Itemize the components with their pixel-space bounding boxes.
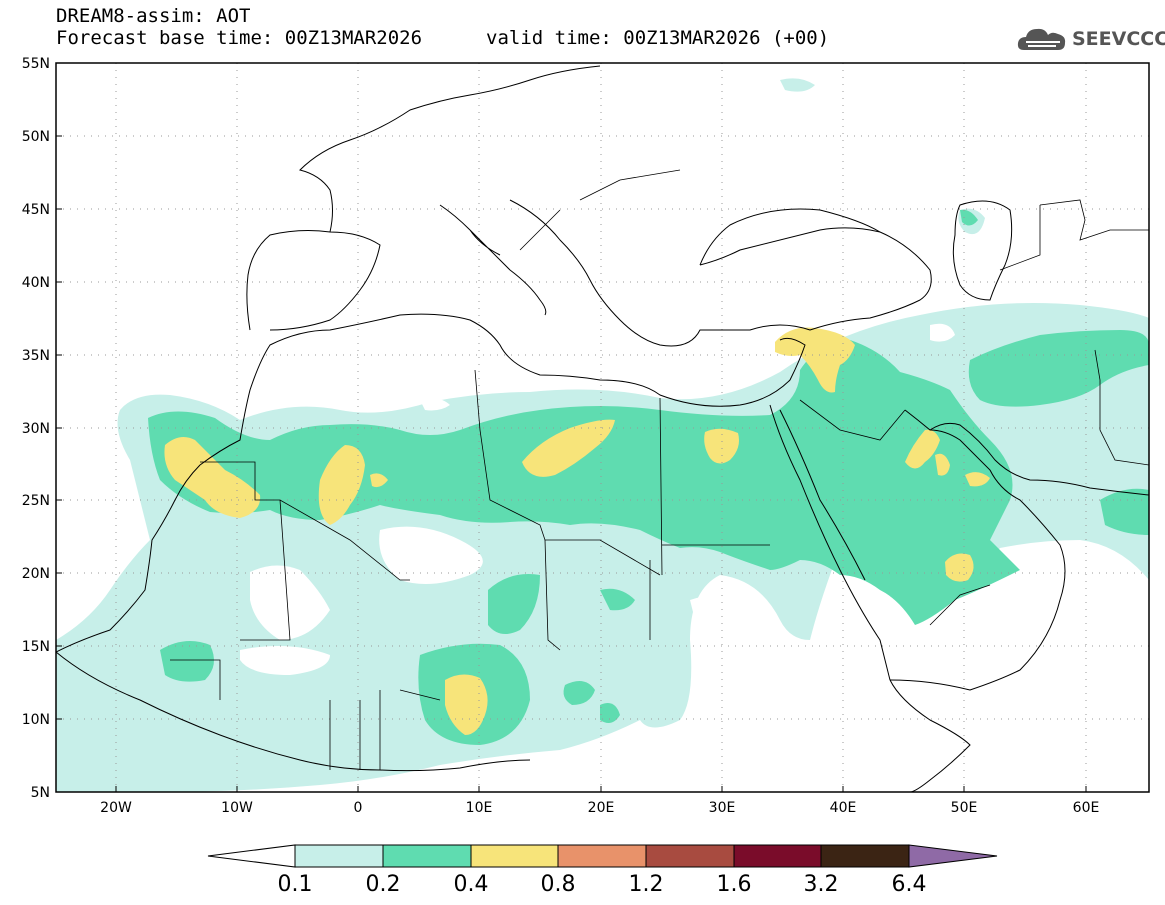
colorbar-labels: 0.1 0.2 0.4 0.8 1.2 1.6 3.2 6.4 bbox=[278, 872, 927, 897]
colorbar-label: 1.6 bbox=[717, 872, 752, 897]
colorbar-label: 1.2 bbox=[629, 872, 664, 897]
lon-label: 50E bbox=[951, 800, 978, 816]
colorbar-label: 0.1 bbox=[278, 872, 313, 897]
seevccc-logo: SEEVCCC bbox=[1016, 24, 1165, 56]
colorbar-swatch bbox=[557, 844, 647, 868]
axis-ticks bbox=[56, 62, 1087, 792]
lat-label: 50N bbox=[22, 129, 50, 145]
colorbar bbox=[207, 844, 998, 868]
lat-label: 55N bbox=[22, 56, 50, 72]
lon-label: 10W bbox=[221, 800, 253, 816]
aot-level-0.4 bbox=[164, 327, 990, 735]
colorbar-label: 0.2 bbox=[366, 872, 401, 897]
colorbar-label: 6.4 bbox=[892, 872, 927, 897]
lon-label: 10E bbox=[466, 800, 493, 816]
country-borders bbox=[170, 169, 1149, 770]
colorbar-label: 3.2 bbox=[804, 872, 839, 897]
longitude-labels: 20W 10W 0 10E 20E 30E 40E 50E 60E bbox=[100, 800, 1099, 816]
lat-label: 15N bbox=[22, 639, 50, 655]
colorbar-low-arrow bbox=[207, 844, 296, 868]
colorbar-swatch bbox=[645, 844, 735, 868]
map-title: DREAM8-assim: AOT bbox=[56, 5, 251, 27]
lat-label: 5N bbox=[31, 785, 50, 801]
colorbar-swatch bbox=[294, 844, 384, 868]
colorbar-swatch bbox=[470, 844, 559, 868]
lon-label: 40E bbox=[830, 800, 857, 816]
lat-label: 20N bbox=[22, 566, 50, 582]
cloud-icon bbox=[1017, 28, 1066, 50]
colorbar-label: 0.8 bbox=[541, 872, 576, 897]
lat-label: 25N bbox=[22, 493, 50, 509]
valid-time: valid time: 00Z13MAR2026 (+00) bbox=[486, 27, 830, 49]
colorbar-high-arrow bbox=[908, 844, 998, 868]
lon-label: 0 bbox=[354, 800, 363, 816]
aot-fields bbox=[56, 78, 1149, 792]
colorbar-swatch bbox=[382, 844, 472, 868]
lon-label: 30E bbox=[709, 800, 736, 816]
colorbar-label: 0.4 bbox=[454, 872, 489, 897]
coastlines bbox=[56, 65, 1149, 792]
colorbar-swatch bbox=[733, 844, 822, 868]
logo-text: SEEVCCC bbox=[1072, 28, 1165, 50]
lat-label: 40N bbox=[22, 275, 50, 291]
colorbar-swatch bbox=[820, 844, 910, 868]
grid-lines bbox=[56, 63, 1149, 792]
aot-level-0.2 bbox=[148, 209, 1149, 745]
lon-label: 60E bbox=[1073, 800, 1100, 816]
lat-label: 45N bbox=[22, 202, 50, 218]
latitude-labels: 55N 50N 45N 40N 35N 30N 25N 20N 15N 10N … bbox=[22, 56, 50, 801]
lon-label: 20E bbox=[588, 800, 615, 816]
lat-label: 35N bbox=[22, 348, 50, 364]
forecast-base-time: Forecast base time: 00Z13MAR2026 bbox=[56, 27, 423, 49]
lat-label: 10N bbox=[22, 712, 50, 728]
lon-label: 20W bbox=[100, 800, 132, 816]
lat-label: 30N bbox=[22, 421, 50, 437]
